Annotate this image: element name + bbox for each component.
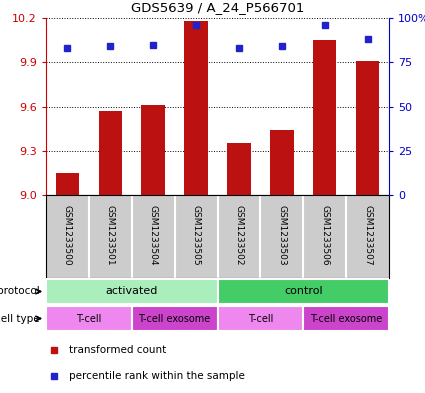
Bar	[303, 305, 389, 331]
Text: GSM1233507: GSM1233507	[363, 204, 372, 265]
Text: cell type: cell type	[0, 314, 40, 323]
Text: GSM1233502: GSM1233502	[235, 205, 244, 265]
Bar	[218, 305, 303, 331]
Text: GSM1233504: GSM1233504	[149, 205, 158, 265]
Text: activated: activated	[105, 286, 158, 296]
Bar	[270, 130, 294, 195]
Text: T-cell exosome: T-cell exosome	[139, 314, 211, 323]
Text: protocol: protocol	[0, 286, 40, 296]
Text: percentile rank within the sample: percentile rank within the sample	[69, 371, 245, 381]
Bar	[46, 305, 132, 331]
Bar	[218, 279, 389, 305]
Text: GSM1233500: GSM1233500	[63, 204, 72, 265]
Bar	[142, 105, 165, 195]
Text: transformed count: transformed count	[69, 345, 167, 355]
Text: T-cell: T-cell	[248, 314, 273, 323]
Bar	[99, 111, 122, 195]
Bar	[184, 21, 208, 195]
Bar	[227, 143, 251, 195]
Text: GSM1233506: GSM1233506	[320, 204, 329, 265]
Text: GSM1233503: GSM1233503	[277, 204, 286, 265]
Bar	[56, 173, 79, 195]
Title: GDS5639 / A_24_P566701: GDS5639 / A_24_P566701	[131, 1, 304, 14]
Bar	[313, 40, 337, 195]
Text: GSM1233501: GSM1233501	[106, 204, 115, 265]
Text: GSM1233505: GSM1233505	[192, 204, 201, 265]
Bar	[46, 279, 218, 305]
Bar	[356, 61, 380, 195]
Text: control: control	[284, 286, 323, 296]
Text: T-cell: T-cell	[76, 314, 102, 323]
Text: T-cell exosome: T-cell exosome	[310, 314, 382, 323]
Bar	[132, 305, 218, 331]
